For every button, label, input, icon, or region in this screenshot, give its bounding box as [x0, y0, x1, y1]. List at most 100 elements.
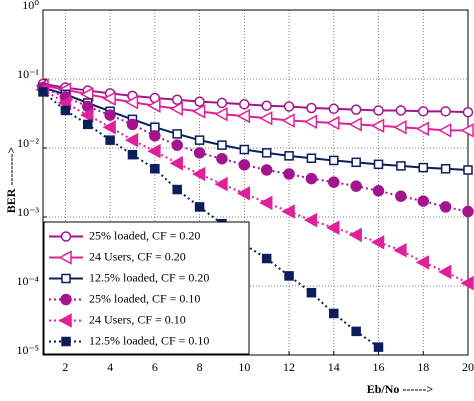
marker	[216, 97, 228, 109]
marker	[284, 271, 294, 281]
marker	[149, 130, 161, 142]
marker	[214, 176, 228, 192]
marker	[393, 242, 407, 258]
y-tick-label: 10⁻¹	[17, 67, 39, 81]
marker	[80, 87, 94, 102]
x-axis-label: Eb/No ------>	[367, 382, 434, 396]
marker	[169, 101, 183, 117]
marker	[306, 102, 317, 114]
marker	[261, 253, 272, 264]
marker	[150, 122, 160, 132]
marker	[284, 151, 294, 161]
legend-box	[43, 221, 250, 355]
marker	[305, 172, 318, 185]
y-tick-label: 10⁻²	[17, 136, 39, 150]
marker	[259, 110, 273, 126]
marker	[370, 118, 385, 134]
marker	[440, 164, 451, 174]
marker	[38, 87, 48, 97]
marker	[303, 114, 318, 130]
y-tick-label: 10⁰	[22, 0, 39, 12]
marker	[396, 161, 406, 171]
marker	[326, 115, 340, 131]
y-tick-label: 10⁻⁵	[16, 343, 39, 357]
marker	[60, 293, 72, 306]
marker	[329, 308, 339, 319]
marker	[238, 159, 251, 171]
marker	[150, 164, 160, 174]
marker	[124, 132, 139, 148]
marker	[60, 105, 71, 116]
marker	[217, 140, 227, 150]
marker	[439, 201, 452, 213]
marker	[415, 121, 430, 137]
marker	[192, 166, 206, 182]
x-tick-label: 6	[152, 360, 158, 374]
x-tick-label: 10	[238, 360, 250, 374]
legend: 25% loaded, CF = 0.20 24 Users, CF = 0.20…	[43, 221, 250, 355]
marker	[104, 109, 116, 121]
marker	[370, 235, 385, 250]
x-tick-label: 16	[373, 360, 385, 374]
marker	[261, 100, 272, 111]
marker	[194, 96, 205, 107]
y-tick-label: 10⁻⁴	[16, 274, 39, 288]
marker	[58, 313, 72, 328]
marker	[462, 205, 474, 218]
marker	[80, 107, 94, 123]
marker	[172, 184, 182, 195]
marker	[283, 168, 295, 180]
marker	[236, 186, 251, 201]
marker	[372, 185, 385, 197]
marker	[417, 195, 430, 207]
marker	[395, 105, 407, 116]
marker	[172, 129, 182, 139]
marker	[462, 106, 474, 118]
marker	[147, 143, 161, 159]
marker	[127, 149, 138, 160]
legend-label: 24 Users, CF = 0.10	[89, 312, 186, 326]
marker	[395, 190, 407, 202]
marker	[281, 113, 295, 128]
marker	[328, 176, 340, 188]
marker	[393, 119, 407, 135]
marker	[194, 135, 205, 145]
marker	[239, 144, 250, 155]
marker	[438, 123, 452, 138]
x-tick-label: 18	[417, 360, 429, 374]
marker	[329, 155, 339, 166]
series-line	[42, 91, 380, 348]
marker	[348, 227, 362, 243]
marker	[306, 153, 317, 164]
legend-label: 25% loaded, CF = 0.20	[89, 228, 200, 242]
marker	[418, 106, 429, 117]
marker	[58, 250, 72, 265]
marker	[61, 336, 71, 347]
marker	[82, 119, 93, 130]
marker	[438, 264, 452, 280]
marker	[351, 326, 361, 337]
legend-label: 12.5% loaded, CF = 0.10	[89, 333, 209, 347]
x-tick-label: 20	[462, 360, 474, 374]
y-tick-label: 10⁻³	[17, 205, 39, 219]
marker	[147, 98, 161, 113]
marker	[216, 152, 228, 165]
marker	[460, 275, 474, 291]
marker	[194, 202, 205, 212]
marker	[214, 106, 228, 122]
marker	[418, 162, 429, 173]
marker	[460, 123, 474, 138]
marker	[283, 101, 295, 112]
marker	[169, 156, 183, 171]
marker	[350, 180, 362, 192]
y-axis-label: BER -------->	[4, 147, 18, 214]
marker	[373, 342, 384, 352]
marker	[351, 157, 361, 168]
legend-label: 24 Users, CF = 0.20	[89, 249, 186, 263]
marker	[61, 273, 71, 284]
marker	[236, 108, 251, 124]
marker	[260, 164, 273, 176]
marker	[171, 94, 183, 106]
